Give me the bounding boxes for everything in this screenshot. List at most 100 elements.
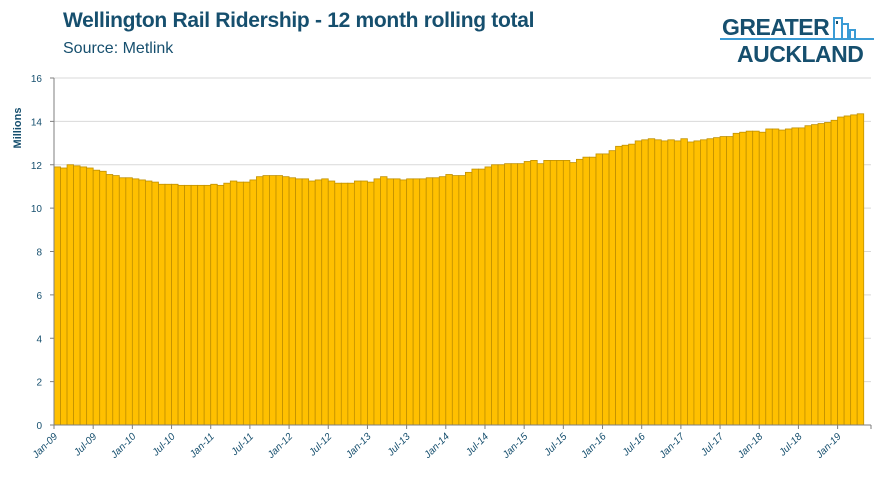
bar xyxy=(92,169,101,426)
bar xyxy=(660,140,669,426)
x-tick-label: Jul-17 xyxy=(698,431,726,459)
x-tick-label: Jan-15 xyxy=(500,431,530,461)
bar xyxy=(817,123,825,426)
bar xyxy=(177,184,186,426)
bar xyxy=(569,162,577,426)
bar xyxy=(216,184,225,426)
bar xyxy=(706,138,714,426)
bar xyxy=(308,180,316,426)
bar xyxy=(184,184,192,426)
bar xyxy=(856,113,865,426)
x-tick-label: Jan-11 xyxy=(187,431,217,461)
bar xyxy=(484,166,492,426)
bar xyxy=(131,178,140,426)
bar xyxy=(667,139,675,426)
chart-subtitle: Source: Metlink xyxy=(63,40,174,57)
bar xyxy=(752,130,760,426)
bar xyxy=(223,182,231,426)
bar xyxy=(491,164,499,426)
bar xyxy=(693,140,701,426)
bar xyxy=(60,167,68,426)
bar xyxy=(595,153,603,426)
bar xyxy=(530,160,538,426)
bar xyxy=(164,183,172,426)
bar xyxy=(771,128,780,426)
x-tick-label: Jan-16 xyxy=(579,431,609,461)
x-tick-label: Jul-09 xyxy=(72,431,100,459)
bar xyxy=(830,119,839,426)
bar xyxy=(582,156,590,426)
bar xyxy=(347,182,355,426)
bar xyxy=(360,180,368,426)
bar xyxy=(210,183,218,426)
y-tick-label: 8 xyxy=(36,248,42,259)
bar xyxy=(850,114,858,426)
bar xyxy=(249,179,257,426)
bar xyxy=(151,181,159,426)
y-tick-label: 2 xyxy=(36,378,42,389)
bar xyxy=(79,166,88,426)
bar xyxy=(562,160,571,426)
y-tick-label: 14 xyxy=(31,117,43,128)
bar xyxy=(419,178,427,426)
bar xyxy=(536,163,545,426)
bar xyxy=(647,138,656,426)
bar xyxy=(589,156,597,426)
bar xyxy=(295,178,303,426)
bar xyxy=(784,128,793,426)
bar xyxy=(680,138,688,426)
bar xyxy=(73,165,81,426)
bar xyxy=(373,178,381,426)
bar xyxy=(386,178,394,426)
y-tick-label: 16 xyxy=(31,74,43,85)
bar xyxy=(615,145,623,426)
bar xyxy=(262,175,270,426)
bar xyxy=(53,166,61,426)
greater-auckland-logo: GREATER AUCKLAND xyxy=(720,14,876,67)
bar xyxy=(425,177,434,426)
bar xyxy=(86,167,94,426)
bar xyxy=(451,175,460,426)
bar xyxy=(654,139,662,426)
bar xyxy=(634,140,643,426)
bar xyxy=(138,179,146,426)
x-tick-label: Jan-12 xyxy=(265,431,295,461)
x-tick-label: Jan-19 xyxy=(814,431,844,461)
x-tick-label: Jul-15 xyxy=(542,431,570,459)
bar xyxy=(517,163,525,426)
bar xyxy=(471,168,479,426)
bar xyxy=(256,176,264,426)
bar xyxy=(171,183,179,426)
bar xyxy=(523,161,532,426)
bar xyxy=(621,144,630,426)
bar xyxy=(556,160,564,426)
logo-underline xyxy=(720,38,874,40)
bar xyxy=(66,164,74,426)
bar xyxy=(837,116,845,426)
bar xyxy=(464,171,473,426)
bar xyxy=(608,150,616,426)
x-tick-label: Jul-13 xyxy=(385,431,413,459)
y-tick-label: 12 xyxy=(31,161,43,172)
bar xyxy=(798,127,806,426)
bar xyxy=(543,160,551,426)
bar xyxy=(406,178,414,426)
bar xyxy=(393,178,401,426)
bar xyxy=(432,177,440,426)
bar xyxy=(843,115,852,426)
bar xyxy=(242,181,251,426)
x-tick-label: Jan-17 xyxy=(657,431,687,461)
x-tick-label: Jan-14 xyxy=(422,431,452,461)
bar xyxy=(497,164,505,426)
x-tick-label: Jan-13 xyxy=(343,431,373,461)
bar xyxy=(367,181,375,426)
bar xyxy=(203,184,212,426)
x-tick-label: Jan-10 xyxy=(108,431,138,461)
bar xyxy=(399,179,408,426)
logo-line2: AUCKLAND xyxy=(737,41,864,67)
x-tick-label: Jan-09 xyxy=(30,431,60,461)
bar xyxy=(353,180,362,426)
bar xyxy=(778,129,786,426)
bar xyxy=(549,160,558,426)
